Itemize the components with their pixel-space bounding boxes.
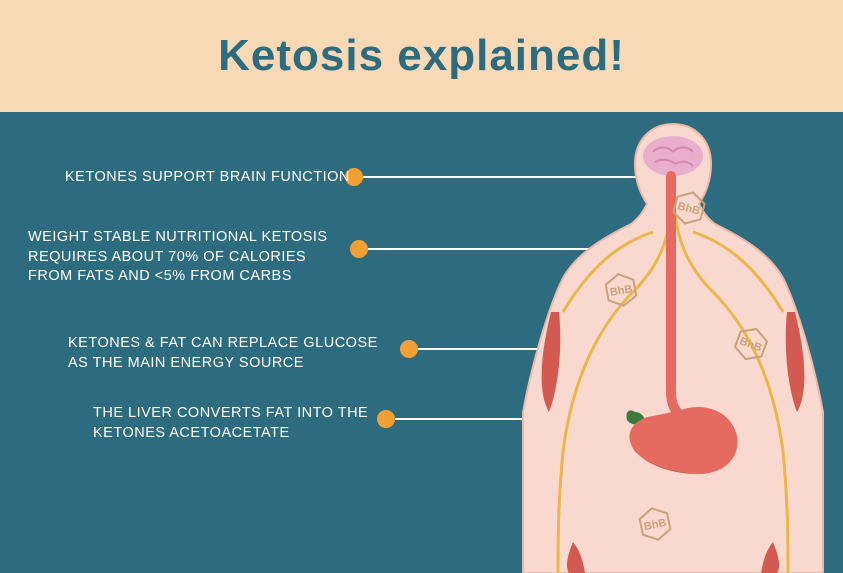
callout-text-0: KETONES SUPPORT BRAIN FUNCTION xyxy=(65,168,350,188)
header-banner: Ketosis explained! xyxy=(0,0,843,112)
callout-text-2: KETONES & FAT CAN REPLACE GLUCOSE AS THE… xyxy=(68,334,398,373)
callout-dot-2 xyxy=(400,340,418,358)
body-diagram: BhB BhB BhB BhB xyxy=(503,112,843,573)
page-title: Ketosis explained! xyxy=(218,31,625,81)
main-panel: KETONES SUPPORT BRAIN FUNCTION WEIGHT ST… xyxy=(0,112,843,573)
brain-icon xyxy=(643,136,703,176)
callout-text-1: WEIGHT STABLE NUTRITIONAL KETOSIS REQUIR… xyxy=(28,228,348,287)
callout-dot-1 xyxy=(350,240,368,258)
callout-text-3: THE LIVER CONVERTS FAT INTO THE KETONES … xyxy=(93,404,383,443)
